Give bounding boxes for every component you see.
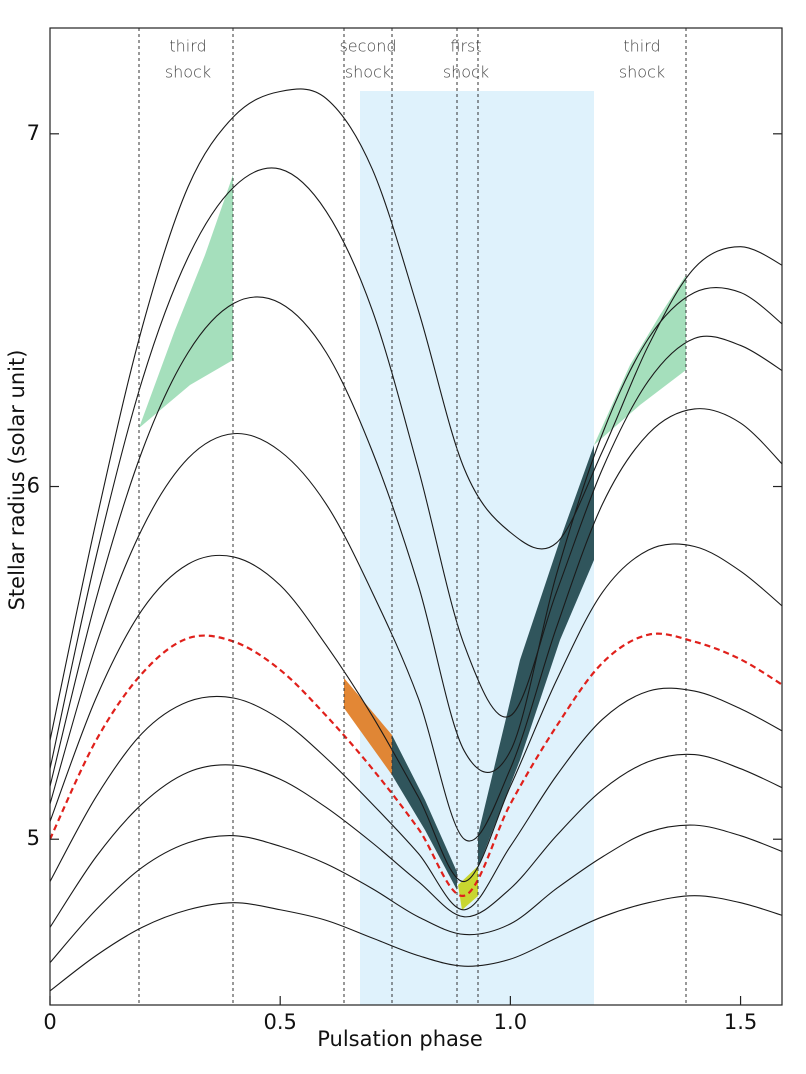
x-tick-label: 0 [43,1010,56,1034]
shell-line [50,167,782,769]
shell-line [50,687,782,911]
y-tick-label: 7 [27,121,40,145]
shell-line [50,286,782,787]
y-axis-title: Stellar radius (solar unit) [5,350,29,611]
annotation: shock [345,63,391,82]
y-tick-label: 5 [27,826,40,850]
shell-line [50,543,782,883]
x-tick-label: 0.5 [263,1010,296,1034]
annotation: third [169,37,206,56]
annotation: first [450,37,481,56]
shell-line [50,895,782,992]
annotation: shock [443,63,489,82]
plot-frame [49,27,783,1006]
dense-region [392,735,457,890]
green-region [139,175,233,428]
annotation: third [623,37,660,56]
shell-line [50,408,782,842]
phase-markers [138,28,687,1005]
shell-line [50,88,782,741]
shock-region [360,91,594,1005]
orange-region [344,678,392,775]
annotation: second [339,37,396,56]
boundary-line [50,632,782,897]
annotation: shock [619,63,665,82]
x-axis-title: Pulsation phase [317,1027,483,1051]
annotation: shock [165,63,211,82]
curves [50,88,782,992]
x-tick-label: 1.0 [494,1010,527,1034]
y-tick-label: 6 [27,474,40,498]
x-tick-label: 1.5 [724,1010,757,1034]
shell-line [50,753,782,928]
yellow-region [458,866,478,910]
shell-line [50,824,782,964]
